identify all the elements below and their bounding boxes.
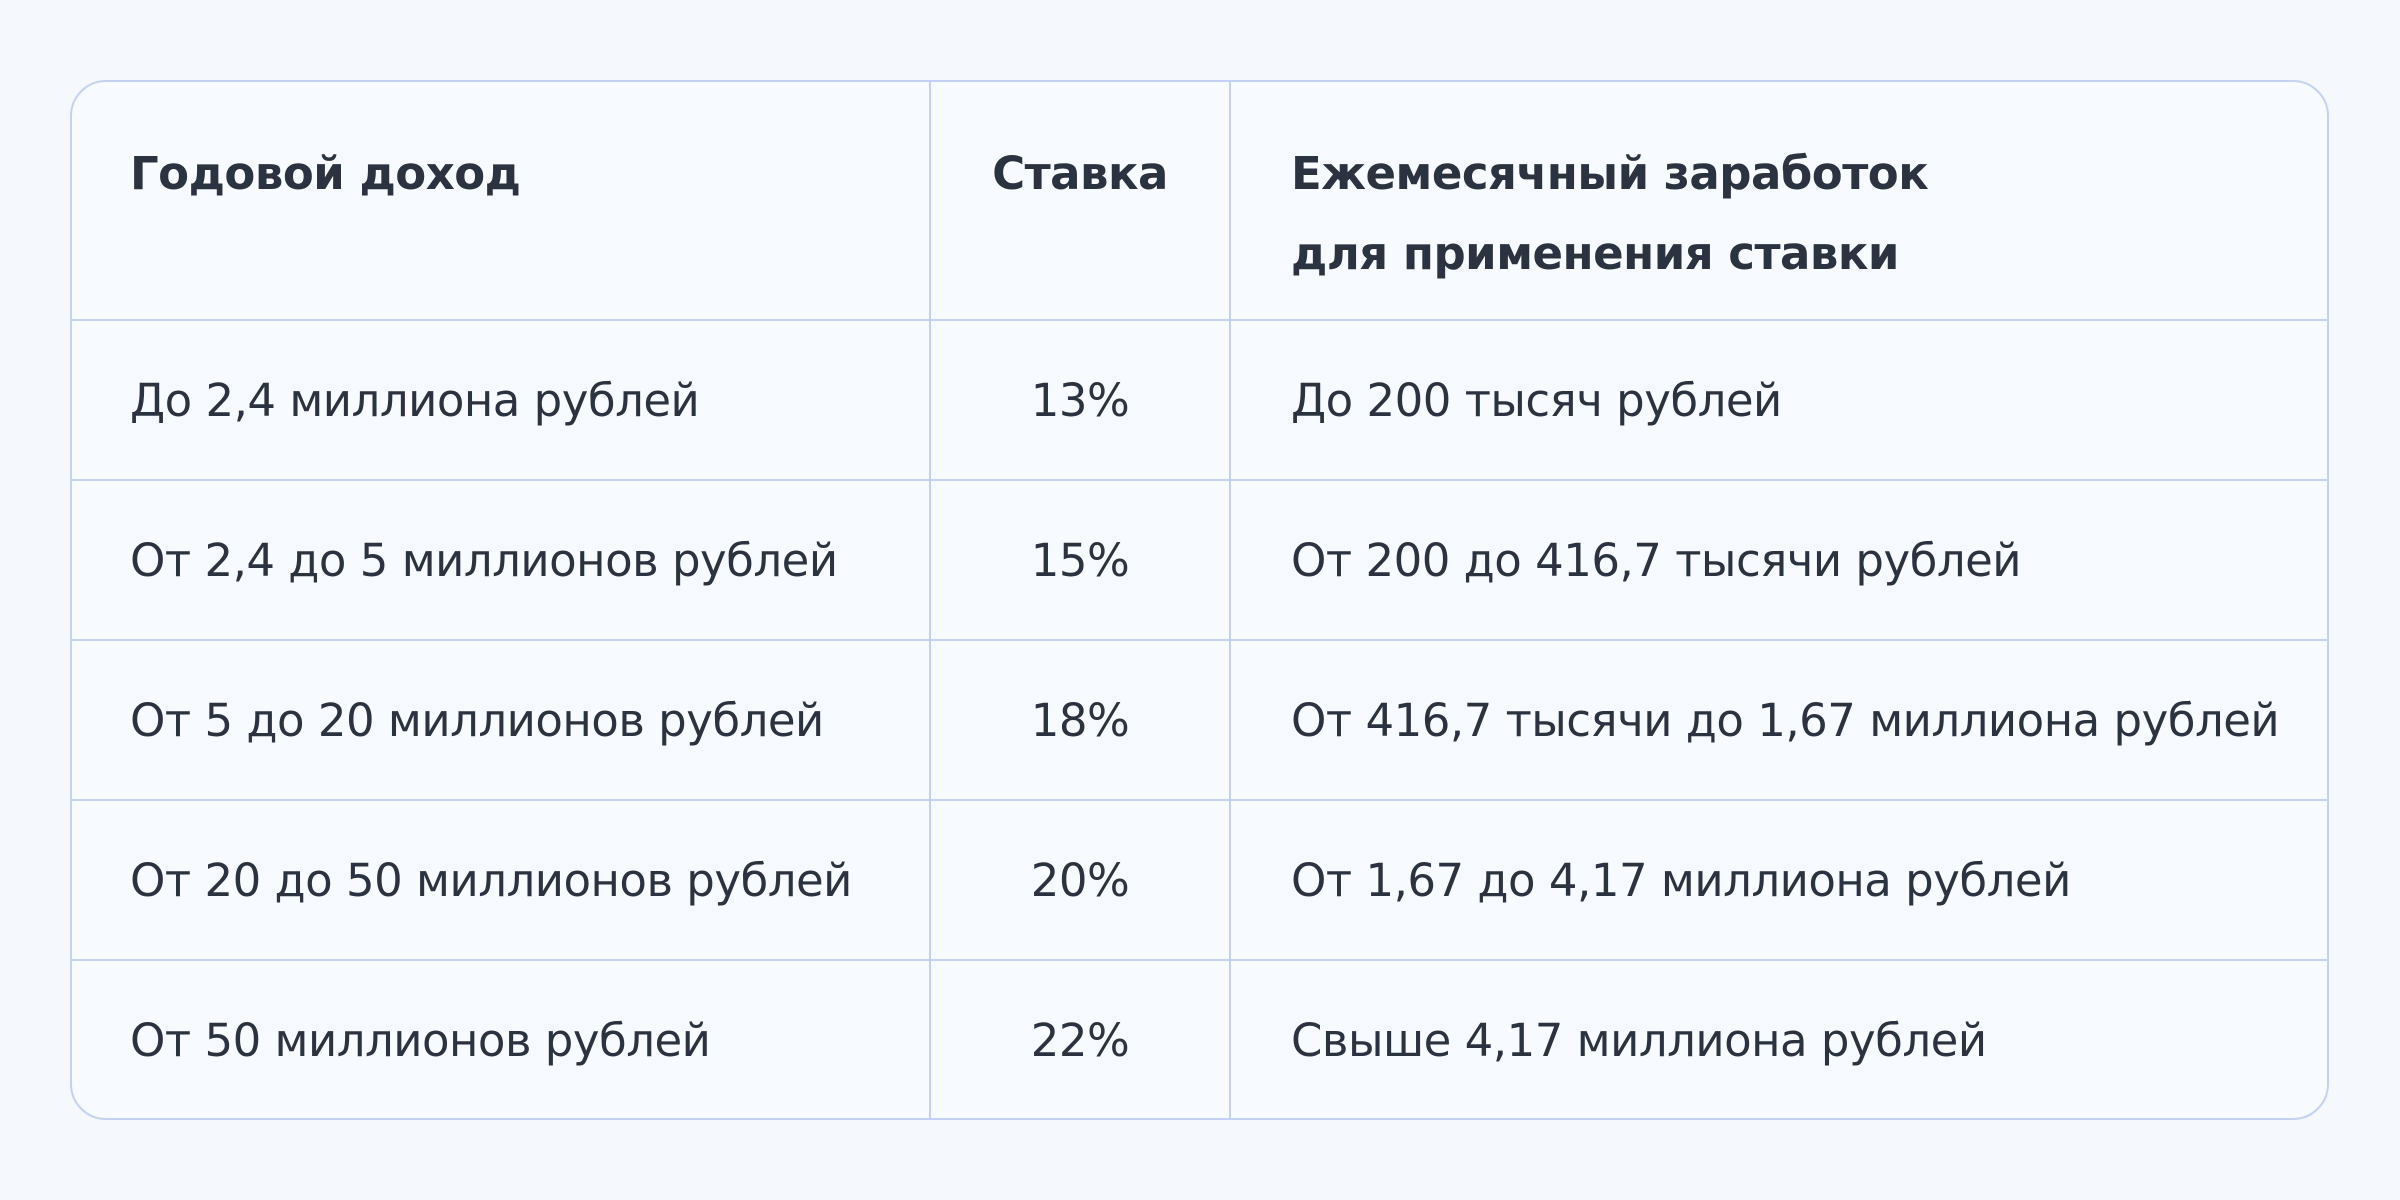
cell-annual-income: От 50 миллионов рублей [72, 960, 931, 1118]
cell-annual-income: От 2,4 до 5 миллионов рублей [72, 480, 931, 641]
cell-monthly-earnings: До 200 тысяч рублей [1230, 320, 2327, 481]
cell-annual-income: До 2,4 миллиона рублей [72, 320, 931, 481]
tax-rate-table: Годовой доход Ставка Ежемесячный заработ… [70, 80, 2329, 1120]
cell-rate: 15% [930, 480, 1231, 641]
table-header-row: Годовой доход Ставка Ежемесячный заработ… [72, 82, 2327, 321]
table-row: От 50 миллионов рублей 22% Свыше 4,17 ми… [72, 960, 2327, 1118]
cell-annual-income: От 20 до 50 миллионов рублей [72, 800, 931, 961]
header-monthly-line-1: Ежемесячный заработок [1291, 147, 1929, 200]
table-row: От 5 до 20 миллионов рублей 18% От 416,7… [72, 640, 2327, 801]
tax-rate-grid: Годовой доход Ставка Ежемесячный заработ… [72, 82, 2327, 1118]
cell-annual-income: От 5 до 20 миллионов рублей [72, 640, 931, 801]
cell-rate: 13% [930, 320, 1231, 481]
cell-rate: 22% [930, 960, 1231, 1118]
table-row: До 2,4 миллиона рублей 13% До 200 тысяч … [72, 320, 2327, 481]
table-row: От 2,4 до 5 миллионов рублей 15% От 200 … [72, 480, 2327, 641]
cell-rate: 18% [930, 640, 1231, 801]
header-annual-income: Годовой доход [72, 82, 931, 321]
cell-monthly-earnings: Свыше 4,17 миллиона рублей [1291, 1014, 1987, 1067]
cell-monthly-earnings: От 1,67 до 4,17 миллиона рублей [1230, 800, 2327, 961]
header-rate: Ставка [930, 82, 1231, 321]
header-monthly-earnings: Ежемесячный заработок для применения ста… [1230, 82, 2327, 321]
cell-monthly-earnings: От 416,7 тысячи до 1,67 миллиона рублей [1230, 640, 2327, 801]
cell-rate: 20% [930, 800, 1231, 961]
table-row: От 20 до 50 миллионов рублей 20% От 1,67… [72, 800, 2327, 961]
cell-monthly-earnings: От 200 до 416,7 тысячи рублей [1230, 480, 2327, 641]
header-monthly-line-2: для применения ставки [1291, 227, 1899, 280]
